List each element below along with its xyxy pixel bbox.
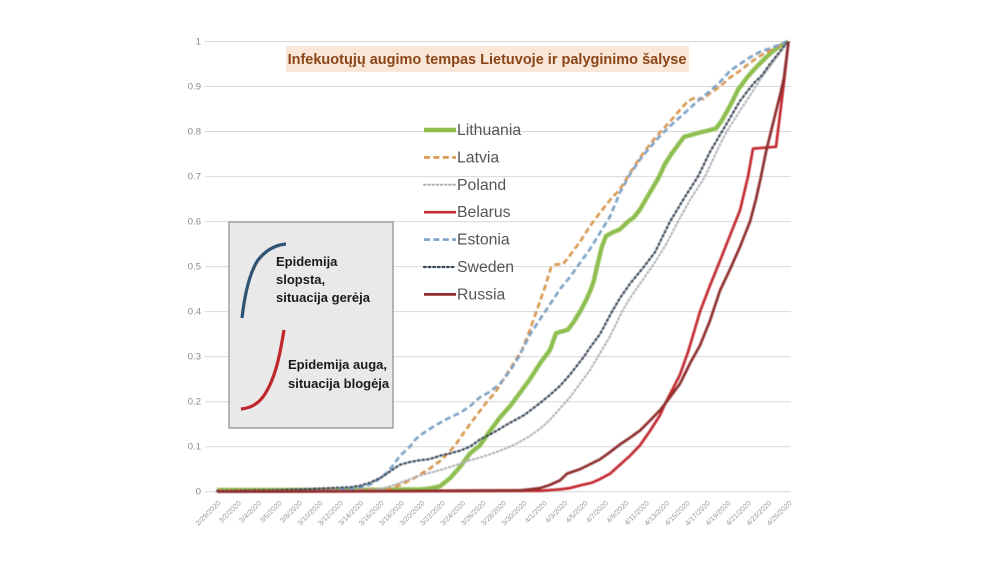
svg-text:1: 1 xyxy=(196,37,201,48)
svg-text:Sweden: Sweden xyxy=(457,259,514,276)
svg-text:Estonia: Estonia xyxy=(457,232,510,249)
svg-text:Lithuania: Lithuania xyxy=(457,122,521,139)
svg-text:0.6: 0.6 xyxy=(188,217,201,228)
svg-text:0: 0 xyxy=(196,487,201,498)
svg-text:slopsta,: slopsta, xyxy=(276,272,325,287)
svg-text:0.2: 0.2 xyxy=(188,397,201,408)
svg-text:Latvia: Latvia xyxy=(457,149,499,166)
svg-text:Epidemija: Epidemija xyxy=(276,254,338,269)
svg-text:0.5: 0.5 xyxy=(188,262,201,273)
svg-text:0.8: 0.8 xyxy=(188,127,201,138)
svg-text:situacija blogėja: situacija blogėja xyxy=(288,376,390,391)
svg-text:0.9: 0.9 xyxy=(188,82,201,93)
svg-text:0.4: 0.4 xyxy=(188,307,201,318)
svg-text:0.1: 0.1 xyxy=(188,442,201,453)
svg-text:Epidemija auga,: Epidemija auga, xyxy=(288,357,387,372)
svg-text:Infekuotųjų augimo tempas Liet: Infekuotųjų augimo tempas Lietuvoje ir p… xyxy=(288,52,687,68)
svg-text:0.3: 0.3 xyxy=(188,352,201,363)
svg-text:Russia: Russia xyxy=(457,286,505,303)
svg-text:0.7: 0.7 xyxy=(188,172,201,183)
svg-text:Poland: Poland xyxy=(457,177,506,194)
svg-text:situacija gerėja: situacija gerėja xyxy=(276,290,371,305)
svg-text:Belarus: Belarus xyxy=(457,204,511,221)
